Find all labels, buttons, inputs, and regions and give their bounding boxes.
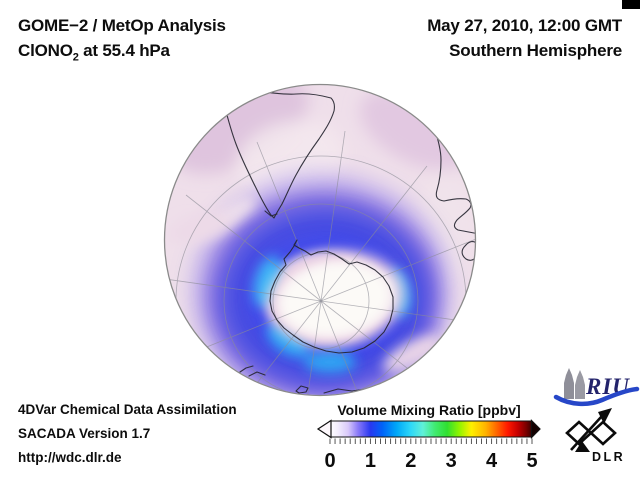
- tick-label-1: 1: [365, 450, 376, 472]
- molecule-subscript: 2: [72, 51, 79, 64]
- colorbar-title: Volume Mixing Ratio [ppbv]: [337, 402, 520, 418]
- low-value-intrusions: [168, 196, 441, 373]
- colorbar-right-arrow-icon: [530, 419, 541, 439]
- south-pole-point: [319, 299, 323, 303]
- dlr-logo-text: DLR: [592, 450, 625, 464]
- tick-label-2: 2: [405, 450, 416, 472]
- colorbar-minor-ticks: [329, 438, 533, 444]
- species-level-subtitle: ClONO2 at 55.4 hPa: [18, 41, 170, 64]
- colorbar: Volume Mixing Ratio [ppbv] 0 1 2 3 4 5: [316, 402, 541, 472]
- riu-logo: RIU: [553, 368, 640, 407]
- globe-map: [163, 83, 477, 397]
- south-america-coastline: [221, 91, 335, 219]
- antarctica-coastline: [269, 239, 394, 354]
- riu-cathedral-icon: [564, 368, 585, 399]
- tasmania-coastline: [295, 385, 309, 394]
- riu-logo-text: RIU: [585, 374, 630, 399]
- analysis-title: GOME−2 / MetOp Analysis: [18, 16, 226, 35]
- colorbar-tick-labels: 0 1 2 3 4 5: [324, 450, 537, 472]
- colorbar-gradient: [329, 420, 533, 438]
- pressure-level-label: at 55.4 hPa: [78, 41, 170, 60]
- tick-label-3: 3: [446, 450, 457, 472]
- colorbar-left-arrow-icon: [316, 419, 332, 439]
- new-zealand-coastline: [239, 365, 266, 377]
- assimilation-credit-line: 4DVar Chemical Data Assimilation: [18, 402, 237, 417]
- globe-rim: [163, 83, 477, 397]
- dlr-logo: DLR: [565, 408, 625, 464]
- dlr-emblem-icon: [565, 408, 617, 452]
- tierra-del-fuego-coastline: [264, 210, 278, 217]
- sacada-version-line: SACADA Version 1.7: [18, 426, 151, 441]
- tick-label-0: 0: [324, 450, 335, 472]
- corner-mark: [622, 0, 640, 9]
- wdc-url-label: http://wdc.dlr.de: [18, 450, 122, 465]
- tick-label-4: 4: [486, 450, 498, 472]
- africa-coastline: [420, 95, 475, 235]
- molecule-label: ClONO: [18, 41, 73, 60]
- datetime-label: May 27, 2010, 12:00 GMT: [427, 16, 622, 35]
- hemisphere-label: Southern Hemisphere: [449, 41, 622, 60]
- madagascar-coastline: [461, 241, 475, 261]
- tick-label-5: 5: [526, 450, 537, 472]
- riu-swoosh-icon: [553, 386, 640, 407]
